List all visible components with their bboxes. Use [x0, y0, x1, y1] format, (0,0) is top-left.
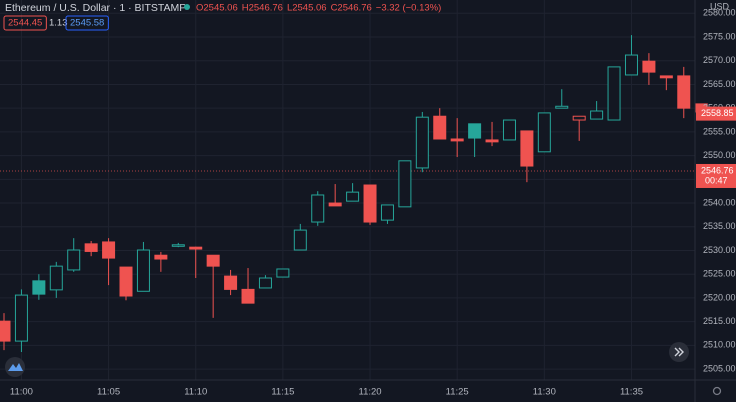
candle-body: [677, 75, 691, 109]
candle-body: [415, 116, 429, 169]
candle-body: [555, 105, 569, 109]
ohlc-legend: O2545.06 H2546.76 L2545.06 C2546.76 −3.32 (−…: [196, 3, 441, 14]
y-tick-label: 2530.00: [703, 245, 736, 255]
ohlc-value: O2545.06: [196, 3, 238, 14]
scroll-icon: [674, 347, 684, 357]
candle-body: [67, 249, 81, 271]
y-tick-label: 2510.00: [703, 340, 736, 350]
candle-body: [590, 110, 604, 120]
candle-body: [293, 229, 307, 251]
y-tick-label: 2570.00: [703, 55, 736, 65]
candle-body: [311, 194, 325, 223]
logo[interactable]: [5, 357, 25, 377]
x-tick-label: 11:30: [533, 387, 556, 398]
candle-body: [276, 268, 290, 278]
countdown: 00:47: [705, 175, 728, 185]
candle-body: [380, 204, 394, 221]
currency-bg: [696, 0, 736, 22]
y-tick-label: 2505.00: [703, 363, 736, 373]
y-tick-label: 2525.00: [703, 269, 736, 279]
candle-body: [258, 277, 272, 289]
candle-body: [49, 265, 63, 291]
indicator-value: 2545.58: [70, 18, 104, 29]
y-tick-label: 2580.00: [703, 8, 736, 18]
candle-body: [171, 244, 185, 247]
candle-body: [0, 320, 11, 342]
x-tick-label: 11:25: [446, 387, 469, 398]
candle-body: [433, 115, 447, 140]
candle-body: [520, 130, 534, 167]
candle-body: [224, 275, 238, 290]
candle-body: [363, 184, 377, 223]
candle-body: [659, 75, 673, 79]
candle-body: [468, 123, 482, 139]
candle-body: [154, 254, 168, 260]
ohlc-value: H2546.76: [242, 3, 283, 14]
candle-body: [102, 241, 116, 259]
candle-body: [607, 66, 621, 121]
candle-body: [84, 243, 98, 252]
y-tick-label: 2515.00: [703, 316, 736, 326]
logo-icon: [8, 363, 23, 371]
candle-body: [32, 280, 46, 295]
ohlc-value: L2545.06: [287, 3, 327, 14]
ohlc-value: −3.32 (−0.13%): [376, 3, 442, 14]
candle-body: [136, 249, 150, 292]
candle-body: [398, 160, 412, 208]
ohlc-value: C2546.76: [331, 3, 372, 14]
candle-body: [241, 288, 255, 304]
settings-icon[interactable]: [712, 386, 722, 396]
candle-body: [502, 119, 516, 141]
scroll-button[interactable]: [669, 342, 689, 362]
status-dot: [184, 4, 190, 10]
last-price-bg: [696, 163, 736, 188]
y-tick-label: 2565.00: [703, 79, 736, 89]
y-tick-label: 2540.00: [703, 197, 736, 207]
x-tick-label: 11:15: [271, 387, 294, 398]
candle-body: [189, 246, 203, 250]
cursor-price-label: 2558.85: [701, 108, 734, 118]
indicator-boxes: 2544.45 1.13 2545.58: [3, 15, 109, 31]
y-tick-label: 2535.00: [703, 221, 736, 231]
x-tick-label: 11:20: [358, 387, 381, 398]
cursor-price-bg: [696, 106, 736, 121]
indicator-value: 1.13: [49, 18, 68, 29]
candle-body: [642, 60, 656, 73]
currency: USD: [710, 1, 730, 11]
indicator-box: [65, 15, 109, 31]
candle-body: [624, 54, 638, 76]
candle-body: [346, 191, 360, 202]
last-price-label: 2546.76: [701, 165, 734, 175]
candle-body: [119, 266, 133, 297]
x-tick-label: 11:00: [10, 387, 33, 398]
y-tick-label: 2550.00: [703, 150, 736, 160]
x-tick-label: 11:10: [184, 387, 207, 398]
candle-body: [537, 112, 551, 153]
candle-body: [206, 254, 220, 267]
candle-body: [328, 202, 342, 207]
candle-body: [572, 115, 586, 121]
candles: [0, 35, 708, 353]
indicator-box: [3, 15, 47, 31]
x-tick-label: 11:35: [620, 387, 643, 398]
y-tick-label: 2520.00: [703, 292, 736, 302]
indicator-value: 2544.45: [8, 18, 42, 29]
y-tick-label: 2575.00: [703, 31, 736, 41]
candle-body: [450, 138, 464, 142]
x-tick-label: 11:05: [97, 387, 120, 398]
symbol-title: Ethereum / U.S. Dollar · 1 · BITSTAMP: [5, 2, 186, 14]
candle-body: [485, 139, 499, 143]
candle-body: [14, 294, 28, 342]
y-tick-label: 2555.00: [703, 126, 736, 136]
